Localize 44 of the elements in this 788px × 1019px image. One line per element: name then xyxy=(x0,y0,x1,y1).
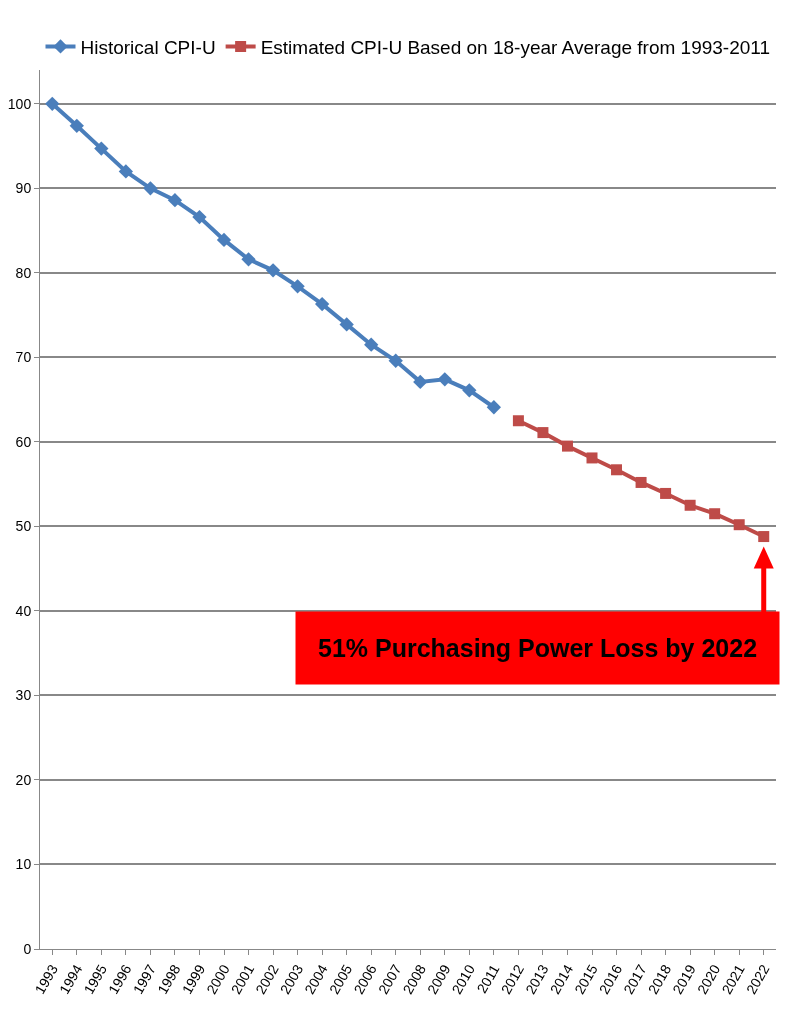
point xyxy=(486,400,502,415)
point xyxy=(118,164,134,179)
point xyxy=(537,427,549,439)
point xyxy=(265,263,281,278)
point xyxy=(216,232,232,248)
y-tick-label: 90 xyxy=(15,180,32,197)
y-tick-label: 0 xyxy=(23,940,32,957)
y-tick-label: 40 xyxy=(15,602,32,619)
y-tick-label: 100 xyxy=(7,95,32,112)
y-tick-label: 30 xyxy=(15,687,32,704)
y-tick-label: 60 xyxy=(15,433,32,450)
annotation: 51% Purchasing Power Loss by 2022 xyxy=(318,634,758,662)
point xyxy=(314,296,330,312)
point xyxy=(684,499,696,511)
point xyxy=(758,531,770,543)
point xyxy=(143,181,158,196)
point xyxy=(733,519,745,531)
point xyxy=(45,96,60,111)
point xyxy=(241,252,256,267)
point xyxy=(635,476,647,488)
point xyxy=(339,317,354,332)
point xyxy=(611,464,623,476)
point xyxy=(512,415,524,427)
point xyxy=(94,141,109,156)
point xyxy=(69,118,84,133)
point xyxy=(462,383,477,398)
point xyxy=(290,279,305,294)
point xyxy=(561,440,573,452)
point xyxy=(167,193,183,208)
point xyxy=(437,372,452,387)
legend-label: Estimated CPI-U Based on 18-year Average from 1993-2011 xyxy=(260,36,771,58)
point xyxy=(388,353,403,368)
legend-label: Historical CPI-U xyxy=(80,36,216,58)
point xyxy=(660,487,672,499)
point xyxy=(192,209,207,225)
y-tick-label: 10 xyxy=(15,856,32,873)
y-tick-label: 20 xyxy=(15,771,32,788)
y-tick-label: 80 xyxy=(15,264,32,281)
y-tick-label: 70 xyxy=(15,349,32,366)
point xyxy=(364,337,379,352)
point xyxy=(586,452,598,464)
point xyxy=(709,508,721,520)
point xyxy=(413,374,428,390)
y-tick-label: 50 xyxy=(15,518,32,535)
